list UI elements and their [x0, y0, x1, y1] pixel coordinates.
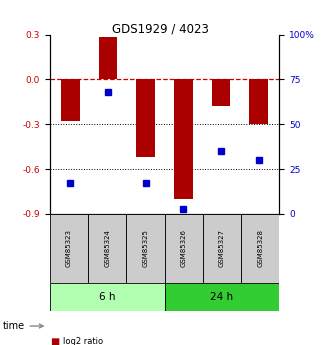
- Bar: [88, 214, 126, 283]
- Text: GSM85324: GSM85324: [104, 229, 110, 267]
- Bar: [126, 214, 164, 283]
- Bar: [61, 79, 80, 121]
- Bar: [136, 79, 155, 157]
- Bar: [241, 214, 279, 283]
- Bar: [203, 214, 241, 283]
- Bar: [212, 79, 230, 106]
- Text: GSM85327: GSM85327: [219, 229, 225, 267]
- Bar: [164, 214, 203, 283]
- Bar: [99, 38, 117, 79]
- Text: ■: ■: [50, 337, 59, 345]
- Text: GSM85323: GSM85323: [66, 229, 72, 267]
- Bar: [174, 79, 193, 199]
- Bar: [164, 283, 279, 310]
- Text: GSM85328: GSM85328: [257, 229, 263, 267]
- Bar: [50, 214, 88, 283]
- Text: GSM85326: GSM85326: [181, 229, 187, 267]
- Text: 24 h: 24 h: [210, 292, 233, 302]
- Bar: [249, 79, 268, 124]
- Text: GDS1929 / 4023: GDS1929 / 4023: [112, 22, 209, 36]
- Text: time: time: [3, 321, 25, 331]
- Text: log2 ratio: log2 ratio: [63, 337, 103, 345]
- Bar: [50, 283, 164, 310]
- Text: 6 h: 6 h: [99, 292, 115, 302]
- Text: GSM85325: GSM85325: [143, 229, 148, 267]
